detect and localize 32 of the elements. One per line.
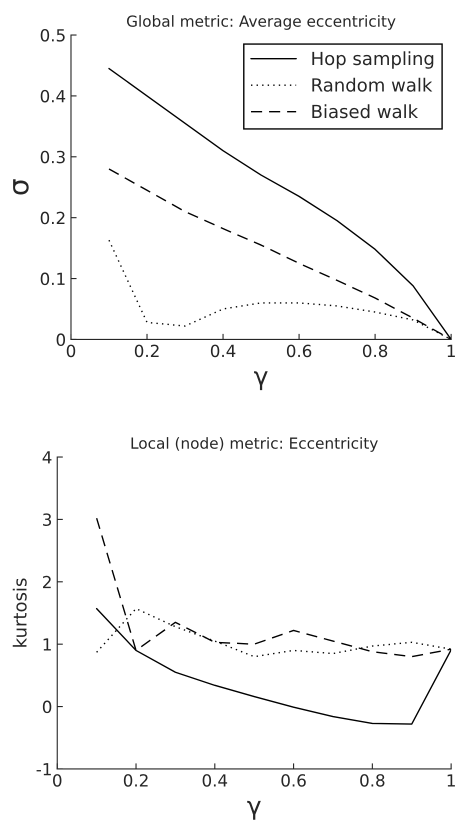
y-tick-label: 1	[44, 638, 51, 651]
y-axis-title: σ	[13, 179, 29, 195]
x-axis-title: γ	[247, 800, 261, 820]
y-tick-label: 0	[42, 700, 52, 714]
x-tick-label: 1	[448, 344, 455, 357]
x-tick-label: 0.8	[362, 344, 388, 358]
chart-title: Local (node) metric: Eccentricity	[132, 437, 378, 452]
y-tick-label: 0	[56, 333, 66, 346]
x-tick-label: 0.8	[360, 774, 384, 787]
y-tick-label: 4	[42, 451, 52, 464]
x-tick-label: 0.4	[202, 774, 228, 787]
chart-title: Global metric: Average eccentricity	[126, 15, 396, 30]
y-tick-label: 0.3	[40, 150, 65, 164]
x-tick-label: 0.4	[210, 344, 236, 358]
legend-label: Hop sampling	[312, 51, 434, 69]
x-tick-label: 0.2	[134, 344, 159, 358]
y-tick-label: 3	[43, 513, 52, 526]
y-tick-label: 2	[43, 576, 51, 588]
y-tick-label: 0.5	[40, 28, 65, 42]
x-tick-label: 1	[448, 774, 455, 786]
y-axis-title: kurtosis	[12, 578, 27, 647]
y-tick-label: 0.1	[40, 272, 65, 286]
x-tick-label: 0.6	[286, 344, 312, 358]
y-tick-label: -1	[36, 763, 51, 776]
y-tick-label: 0.2	[40, 212, 64, 224]
x-tick-label: 0.6	[281, 774, 306, 787]
x-tick-label: 0.2	[124, 774, 148, 787]
legend-label: Biased walk	[312, 104, 418, 118]
x-tick-label: 0	[66, 344, 76, 358]
y-tick-label: 0.4	[40, 90, 66, 102]
x-axis-title: γ	[254, 371, 268, 390]
legend-label: Random walk	[312, 78, 432, 92]
